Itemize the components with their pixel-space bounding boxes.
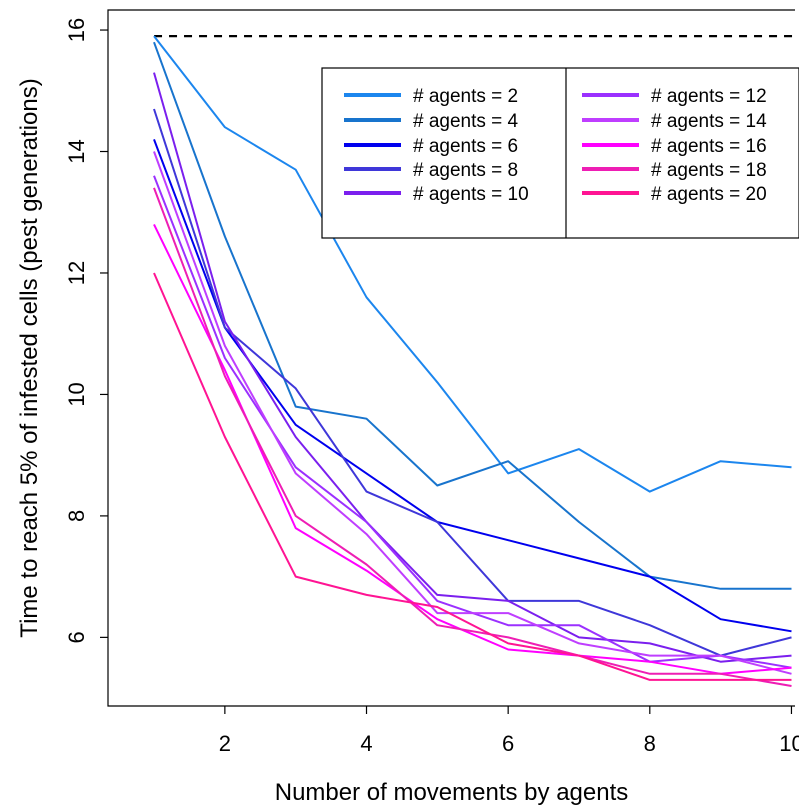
series-line-10 (153, 272, 792, 681)
legend-label-10: # agents = 20 (651, 184, 767, 205)
plot-border (107, 9, 795, 707)
y-tick-label: 10 (64, 382, 89, 406)
y-tick-label: 14 (64, 139, 89, 163)
x-tick-label: 6 (502, 731, 514, 756)
y-tick-label: 8 (64, 510, 89, 522)
legend-label-1: # agents = 2 (413, 86, 518, 107)
plot-frame (107, 9, 795, 707)
legend-label-6: # agents = 12 (651, 86, 767, 107)
y-tick-label: 6 (64, 631, 89, 643)
y-tick-label: 12 (64, 261, 89, 285)
legend-box (321, 67, 799, 239)
y-tick-label: 16 (64, 18, 89, 42)
series-line-1 (153, 35, 792, 493)
series-line-8 (153, 223, 792, 675)
x-tick-label: 2 (219, 731, 231, 756)
x-axis: 2 4 6 8 10 (219, 706, 799, 756)
series-line-7 (153, 151, 792, 675)
x-tick-label: 4 (360, 731, 372, 756)
series-line-5 (153, 72, 792, 663)
x-axis-title: Number of movements by agents (275, 779, 629, 806)
legend-label-9: # agents = 18 (651, 160, 767, 181)
x-tick-label: 8 (644, 731, 656, 756)
y-axis: 6 8 10 12 14 16 (64, 18, 108, 643)
series-line-6 (153, 175, 792, 669)
legend-label-5: # agents = 10 (413, 184, 529, 205)
series-line-4 (153, 108, 792, 657)
series-lines (153, 35, 792, 687)
series-line-9 (153, 187, 792, 687)
legend: # agents = 2 # agents = 4 # agents = 6 # ag… (321, 67, 799, 239)
legend-label-3: # agents = 6 (413, 136, 518, 157)
x-tick-label: 10 (779, 731, 799, 756)
series-line-3 (153, 139, 792, 633)
y-axis-title: Time to reach 5% of infested cells (pest… (16, 78, 43, 637)
legend-label-4: # agents = 8 (413, 160, 518, 181)
legend-label-8: # agents = 16 (651, 136, 767, 157)
legend-label-2: # agents = 4 (413, 111, 519, 132)
legend-label-7: # agents = 14 (651, 111, 767, 132)
series-line-2 (153, 41, 792, 590)
